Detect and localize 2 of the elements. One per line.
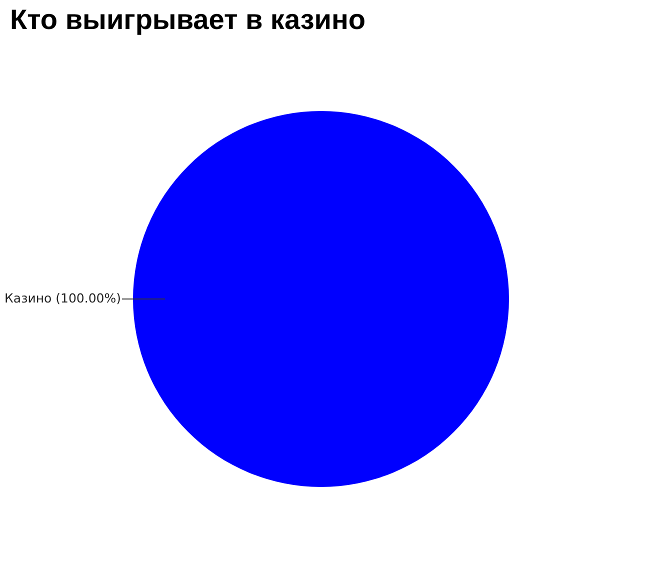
slice-label: Казино (100.00%) [4, 290, 121, 306]
chart-title: Кто выигрывает в казино [10, 4, 366, 36]
